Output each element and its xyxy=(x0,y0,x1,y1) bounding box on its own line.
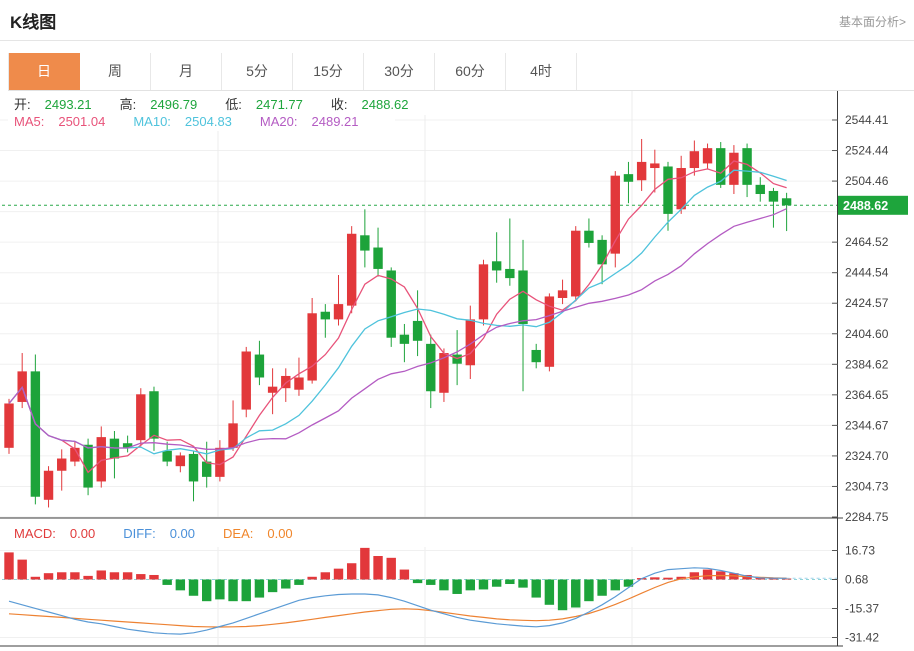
tab-4时[interactable]: 4时 xyxy=(506,53,577,90)
ma20-line xyxy=(8,208,787,450)
svg-text:2384.62: 2384.62 xyxy=(845,357,889,371)
svg-text:2444.54: 2444.54 xyxy=(845,266,889,280)
svg-text:2344.67: 2344.67 xyxy=(845,418,889,432)
tab-30分[interactable]: 30分 xyxy=(364,53,435,90)
timeframe-tabbar: 日周月 5分 15分 30分 60分 4时 xyxy=(8,53,914,91)
candlesticks xyxy=(4,138,792,508)
svg-text:0.68: 0.68 xyxy=(845,573,869,587)
svg-text:-15.37: -15.37 xyxy=(845,602,879,616)
readout-item: 开: 2493.21 xyxy=(14,97,92,112)
svg-text:2304.73: 2304.73 xyxy=(845,479,889,493)
svg-text:2488.62: 2488.62 xyxy=(843,199,888,213)
tab-周[interactable]: 周 xyxy=(80,53,151,90)
fundamental-analysis-link[interactable]: 基本面分析> xyxy=(838,15,906,29)
svg-text:2464.52: 2464.52 xyxy=(845,235,889,249)
readout-item: MACD: 0.00 xyxy=(14,526,96,541)
readout-item: MA10: 2504.83 xyxy=(133,114,232,129)
header-divider xyxy=(0,40,914,41)
svg-text:-31.42: -31.42 xyxy=(845,631,879,645)
svg-text:2284.75: 2284.75 xyxy=(845,510,889,524)
current-price-badge: 2488.62 xyxy=(838,195,908,215)
readout-item: DEA: 0.00 xyxy=(223,526,293,541)
svg-text:2404.60: 2404.60 xyxy=(845,327,889,341)
svg-text:2504.46: 2504.46 xyxy=(845,174,889,188)
dea-line xyxy=(8,574,787,628)
svg-text:2524.44: 2524.44 xyxy=(845,144,889,158)
readout-item: 高: 2496.79 xyxy=(119,97,198,112)
readout-item: MA5: 2501.04 xyxy=(14,114,106,129)
diff-line xyxy=(8,567,787,635)
tab-15分[interactable]: 15分 xyxy=(293,53,364,90)
svg-text:2544.41: 2544.41 xyxy=(845,113,889,127)
ma10-line xyxy=(8,169,787,455)
svg-text:2424.57: 2424.57 xyxy=(845,296,889,310)
tab-5分[interactable]: 5分 xyxy=(222,53,293,90)
tab-日[interactable]: 日 xyxy=(8,53,80,90)
page-title: K线图 xyxy=(10,13,57,32)
svg-text:2364.65: 2364.65 xyxy=(845,388,889,402)
readout-item: 低: 2471.77 xyxy=(225,97,303,112)
readout-item: MA20: 2489.21 xyxy=(259,114,359,129)
svg-text:2324.70: 2324.70 xyxy=(845,449,889,463)
readout-item: 收: 2488.62 xyxy=(330,97,409,112)
ma-readout: MA5: 2501.04 MA10: 2504.83 MA20: 2489.21 xyxy=(8,111,395,131)
readout-item: DIFF: 0.00 xyxy=(123,526,196,541)
tab-60分[interactable]: 60分 xyxy=(435,53,506,90)
tab-月[interactable]: 月 xyxy=(151,53,222,90)
svg-text:16.73: 16.73 xyxy=(845,543,875,557)
macd-readout: MACD: 0.00 DIFF: 0.00 DEA: 0.00 xyxy=(8,523,329,543)
price-axis-labels: 2544.41 2524.44 2504.46 2464.52 2444.54 2424.… xyxy=(832,113,889,645)
